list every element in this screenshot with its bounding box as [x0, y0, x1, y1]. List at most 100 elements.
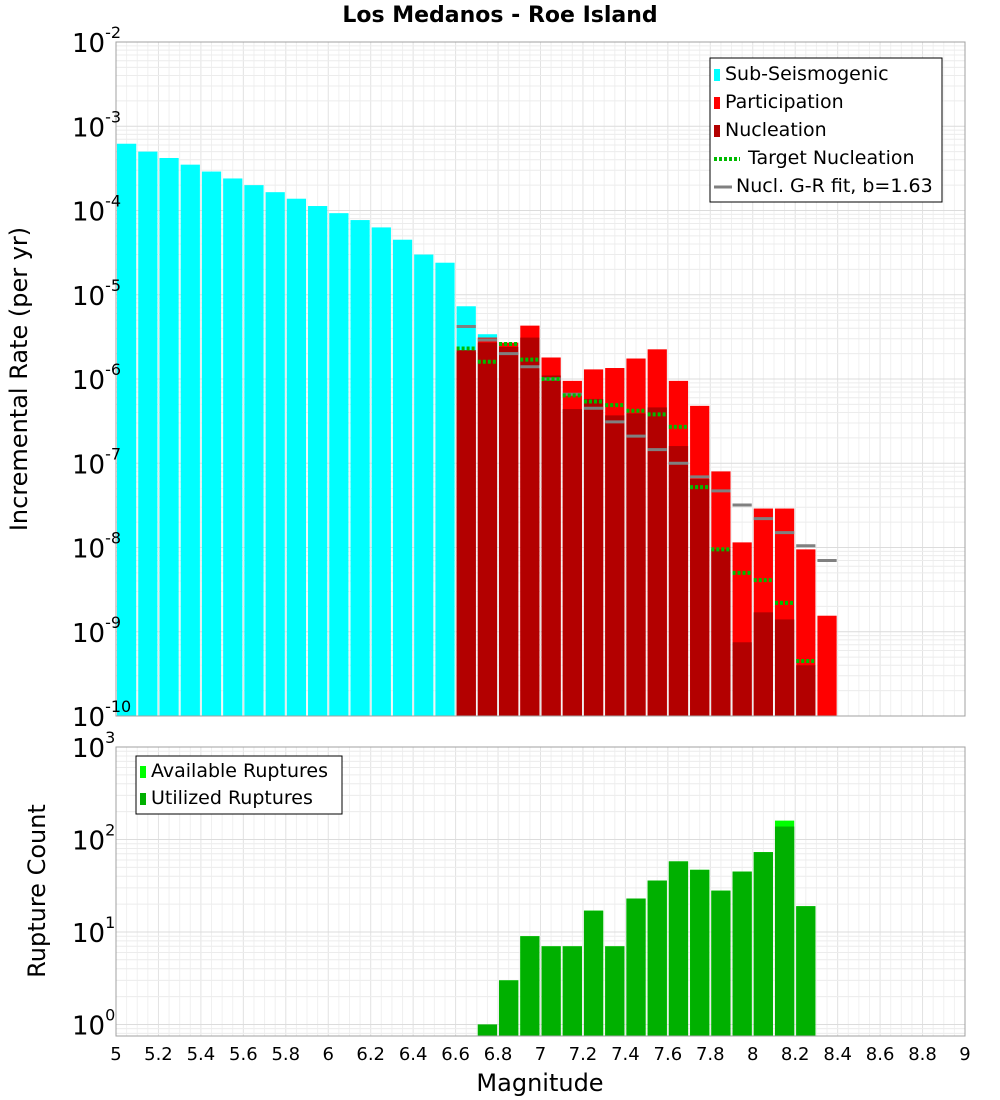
y-tick-label: 102 [72, 820, 115, 856]
y-tick-label: 10-10 [72, 697, 131, 733]
utilized-ruptures-bar [477, 1024, 498, 1036]
legend-swatch [140, 766, 146, 778]
legend-swatch [140, 793, 146, 805]
x-tick-label: 7.2 [569, 1044, 598, 1065]
legend-label: Nucl. G-R fit, b=1.63 [736, 175, 933, 197]
y-tick-label: 10-9 [72, 613, 121, 649]
x-tick-label: 7 [535, 1044, 546, 1065]
sub-seismogenic-bar [159, 157, 179, 717]
y-tick-label: 103 [72, 728, 115, 764]
sub-seismogenic-bar [180, 164, 200, 717]
nucleation-bar [711, 549, 731, 716]
x-tick-label: 7.4 [611, 1044, 640, 1065]
y-tick-label: 10-4 [72, 192, 121, 228]
nucleation-bar [668, 446, 689, 716]
x-axis-label: Magnitude [476, 1069, 603, 1097]
legend-swatch [714, 97, 720, 109]
bottom-y-axis-label: Rupture Count [23, 804, 51, 978]
legend-swatch [714, 125, 720, 137]
utilized-ruptures-bar [711, 890, 731, 1036]
utilized-ruptures-bar [499, 980, 519, 1036]
nucleation-bar [456, 350, 476, 716]
utilized-ruptures-bar [626, 898, 646, 1036]
x-tick-label: 6.6 [441, 1044, 470, 1065]
x-tick-label: 6.4 [399, 1044, 428, 1065]
nucleation-bar [499, 346, 519, 716]
y-tick-label: 10-7 [72, 444, 121, 480]
top-legend: Sub-Seismogenic Participation Nucleation Ta… [709, 57, 943, 203]
utilized-ruptures-bar [668, 861, 689, 1036]
x-tick-label: 7.6 [654, 1044, 683, 1065]
sub-seismogenic-bar [223, 178, 243, 716]
x-tick-label: 5.6 [229, 1044, 258, 1065]
nucleation-bar [796, 665, 816, 716]
sub-seismogenic-bar [392, 239, 413, 716]
top-y-ticks: 10-10 10-9 10-8 10-7 10-6 10-5 10-4 10-3 10-2 [72, 23, 131, 733]
legend-label: Nucleation [725, 119, 827, 141]
sub-seismogenic-bar [244, 185, 264, 716]
utilized-ruptures-bar [541, 946, 561, 1036]
utilized-ruptures-bar [562, 946, 582, 1036]
x-ticks: 5 5.2 5.4 5.6 5.8 6 6.2 6.4 6.6 6.8 7 7.2 7.4 7.6 7.8 8… [110, 1044, 970, 1065]
x-tick-label: 7.8 [696, 1044, 725, 1065]
nucleation-bar [690, 479, 710, 716]
utilized-ruptures-bar [753, 852, 773, 1036]
sub-seismogenic-bar [414, 254, 434, 716]
bottom-bars [477, 820, 816, 1036]
legend-label: Utilized Ruptures [151, 787, 313, 809]
top-plot: 10-10 10-9 10-8 10-7 10-6 10-5 10-4 10-3 10-2 In… [5, 23, 966, 733]
sub-seismogenic-bar [265, 192, 285, 716]
sub-seismogenic-bar [435, 262, 455, 716]
nucleation-bar [562, 409, 582, 716]
legend-label: Target Nucleation [747, 147, 915, 169]
sub-seismogenic-bar [308, 206, 328, 716]
utilized-ruptures-bar [605, 946, 625, 1036]
nucleation-bar [647, 407, 667, 716]
utilized-ruptures-bar [732, 871, 752, 1036]
sub-seismogenic-bar [350, 220, 370, 716]
nucleation-bar [520, 337, 540, 716]
x-tick-label: 5.8 [271, 1044, 300, 1065]
bottom-legend: Available Ruptures Utilized Ruptures [135, 755, 343, 815]
sub-seismogenic-bar [201, 171, 222, 716]
sub-seismogenic-bar [371, 227, 391, 716]
top-bars [117, 143, 837, 717]
top-plot-frame [115, 41, 966, 717]
legend-label: Available Ruptures [151, 760, 328, 782]
x-tick-label: 5 [110, 1044, 121, 1065]
legend-label: Sub-Seismogenic [725, 63, 889, 85]
nucleation-bar [541, 375, 561, 716]
utilized-ruptures-bar [774, 826, 795, 1036]
y-tick-label: 10-8 [72, 529, 121, 565]
y-tick-label: 10-5 [72, 276, 121, 312]
y-tick-label: 10-2 [72, 23, 121, 59]
nucleation-bar [477, 342, 498, 716]
bottom-legend-box [135, 755, 343, 815]
nucleation-bar [753, 612, 773, 716]
y-tick-label: 10-3 [72, 107, 121, 143]
y-tick-label: 100 [72, 1005, 115, 1041]
y-tick-label: 101 [72, 913, 115, 949]
x-tick-label: 8.4 [823, 1044, 852, 1065]
legend-swatch [714, 69, 720, 81]
nucleation-bar [774, 619, 795, 716]
legend-label: Participation [725, 91, 844, 113]
sub-seismogenic-bar [138, 151, 158, 717]
top-legend-box [709, 57, 943, 203]
y-tick-label: 10-6 [72, 360, 121, 396]
x-tick-label: 9 [959, 1044, 970, 1065]
nucleation-bar [583, 398, 604, 716]
bottom-y-ticks: 100 101 102 103 [72, 728, 115, 1041]
x-tick-label: 6.8 [484, 1044, 513, 1065]
bottom-plot-frame [115, 746, 966, 1037]
top-lines [456, 324, 837, 663]
x-tick-label: 8.2 [781, 1044, 810, 1065]
x-tick-label: 5.2 [144, 1044, 173, 1065]
utilized-ruptures-bar [796, 906, 816, 1036]
chart-title: Los Medanos - Roe Island [342, 3, 657, 28]
nucleation-bar [732, 642, 752, 716]
sub-seismogenic-bar [329, 213, 349, 716]
utilized-ruptures-bar [583, 910, 604, 1036]
x-tick-label: 6 [323, 1044, 334, 1065]
